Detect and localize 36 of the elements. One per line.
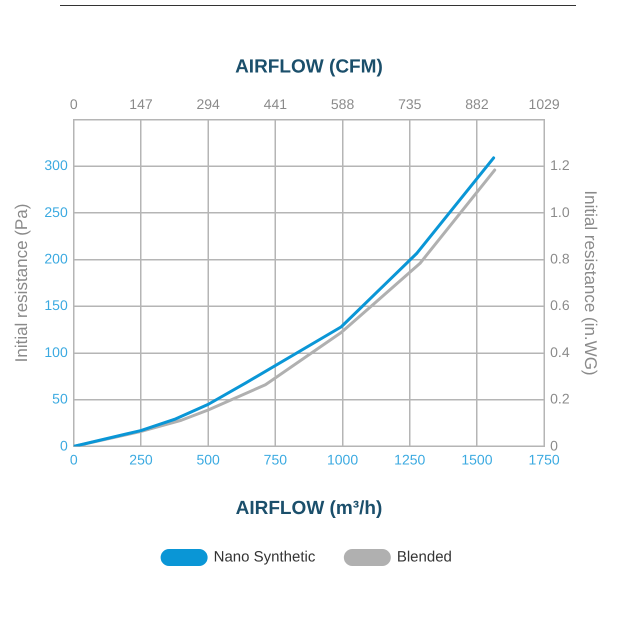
y-tick-label: 200 <box>44 250 68 267</box>
y-tick-label: 150 <box>44 297 68 314</box>
y2-tick-label: 0.6 <box>550 297 570 314</box>
y-tick-label: 250 <box>44 204 68 220</box>
y-tick-label: 50 <box>52 390 68 407</box>
y2-tick-label: 0.2 <box>550 390 570 407</box>
x2-tick-label: 1029 <box>528 96 560 112</box>
y2-tick-label: 0.8 <box>550 250 570 267</box>
x-axis-title: AIRFLOW (m³/h) <box>236 498 382 519</box>
y-tick-label: 300 <box>44 157 68 174</box>
y-tick-label: 100 <box>44 344 68 360</box>
legend-label: Nano Synthetic <box>214 548 316 566</box>
x-tick-label: 500 <box>196 452 220 468</box>
x-tick-label: 1250 <box>394 452 426 468</box>
x-tick-label: 250 <box>129 452 153 468</box>
y2-tick-label: 0 <box>550 437 558 454</box>
legend-label: Blended <box>396 548 452 566</box>
x2-tick-label: 294 <box>196 96 220 112</box>
x2-tick-label: 588 <box>330 96 354 112</box>
x-tick-label: 1000 <box>326 452 358 468</box>
y2-tick-label: 1.2 <box>550 157 570 174</box>
y2-axis-title: Initial resistance (in.WG) <box>581 190 600 376</box>
x2-tick-label: 441 <box>264 96 288 112</box>
x-tick-label: 1750 <box>528 452 560 468</box>
x-tick-label: 1500 <box>461 452 493 468</box>
y-tick-label: 0 <box>60 437 68 454</box>
x-tick-label: 0 <box>70 452 78 468</box>
y2-tick-label: 0.4 <box>550 344 570 360</box>
y2-tick-label: 1.0 <box>550 204 570 220</box>
x-tick-label: 750 <box>264 452 288 468</box>
x2-tick-label: 882 <box>465 96 489 112</box>
x2-tick-label: 147 <box>129 96 153 112</box>
x2-tick-label: 0 <box>70 96 78 112</box>
y-axis-title: Initial resistance (Pa) <box>12 204 31 362</box>
x2-tick-label: 735 <box>398 96 422 112</box>
x2-axis-title: AIRFLOW (CFM) <box>235 56 383 78</box>
